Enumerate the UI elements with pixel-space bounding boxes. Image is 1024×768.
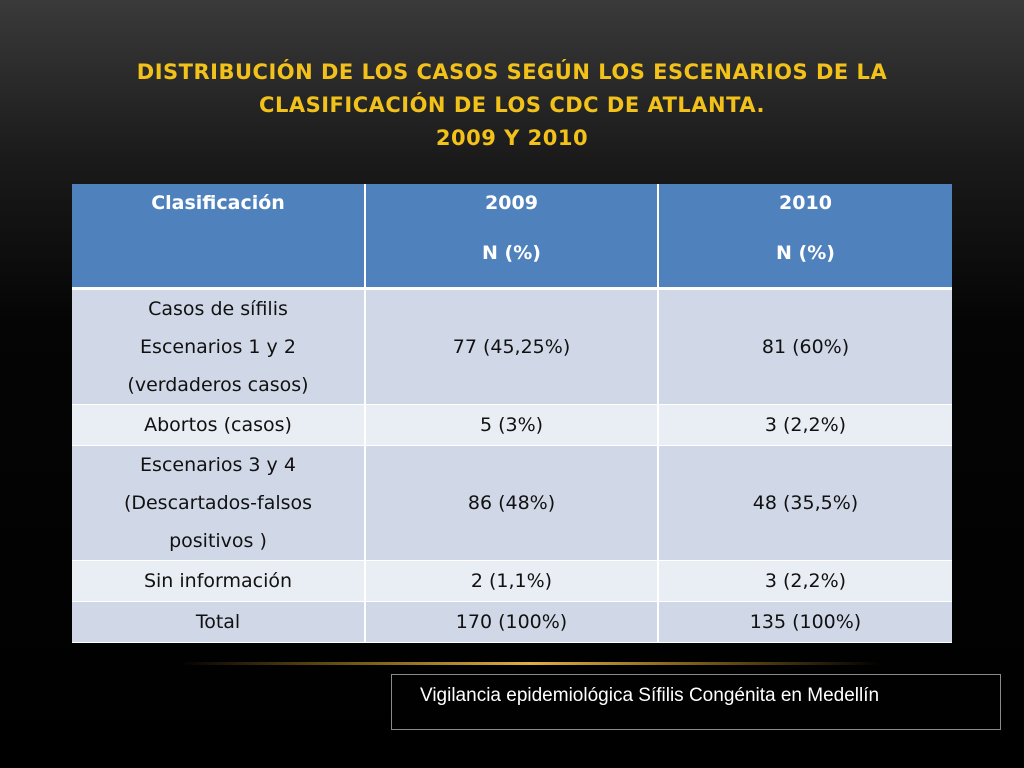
header-2009: 2009 N (%) — [365, 184, 659, 290]
row-label-line: Total — [195, 611, 241, 633]
slide-title-line-1: DISTRIBUCIÓN DE LOS CASOS SEGÚN LOS ESCE… — [136, 60, 888, 84]
table-row-total: Total 170 (100%) 135 (100%) — [72, 601, 952, 643]
row-label-cell: Abortos (casos) — [72, 404, 366, 446]
header-label: 2009 — [485, 192, 538, 214]
value-2010-cell: 3 (2,2%) — [658, 404, 952, 446]
table-row: Escenarios 3 y 4 (Descartados-falsos pos… — [72, 445, 952, 561]
gold-divider — [180, 662, 880, 665]
table-header-row: Clasificación 2009 N (%) 2010 N (%) — [72, 184, 952, 290]
row-label-line: Abortos (casos) — [144, 414, 292, 436]
slide-title-line-2: CLASIFICACIÓN DE LOS CDC DE ATLANTA. — [259, 93, 765, 117]
header-clasificacion: Clasificación — [72, 184, 366, 290]
value-2010-cell: 135 (100%) — [658, 601, 952, 643]
row-label-line: Casos de sífilis — [148, 298, 288, 320]
value-2009-cell: 2 (1,1%) — [365, 560, 659, 602]
row-label-line: Escenarios 3 y 4 — [140, 454, 296, 476]
row-label-line: Sin información — [143, 570, 293, 592]
header-sub-label: N (%) — [482, 242, 541, 264]
header-label: Clasificación — [151, 192, 285, 214]
value-2009-cell: 86 (48%) — [365, 445, 659, 561]
row-label-line: (verdaderos casos) — [127, 374, 309, 396]
footer-box: Vigilancia epidemiológica Sífilis Congén… — [391, 674, 1001, 730]
row-label-cell: Casos de sífilis Escenarios 1 y 2 (verda… — [72, 288, 366, 405]
row-label-line: positivos ) — [169, 530, 267, 552]
value-2010-cell: 3 (2,2%) — [658, 560, 952, 602]
value-2009-cell: 77 (45,25%) — [365, 288, 659, 405]
classification-table: Clasificación 2009 N (%) 2010 N (%) Caso… — [72, 184, 952, 643]
value-2010-cell: 81 (60%) — [658, 288, 952, 405]
table-row: Abortos (casos) 5 (3%) 3 (2,2%) — [72, 404, 952, 446]
header-2010: 2010 N (%) — [658, 184, 952, 290]
slide-title: DISTRIBUCIÓN DE LOS CASOS SEGÚN LOS ESCE… — [60, 56, 964, 155]
slide-title-line-3: 2009 Y 2010 — [435, 126, 589, 150]
value-2010-cell: 48 (35,5%) — [658, 445, 952, 561]
row-label-line: (Descartados-falsos — [123, 492, 313, 514]
row-label-cell: Sin información — [72, 560, 366, 602]
table-row: Casos de sífilis Escenarios 1 y 2 (verda… — [72, 288, 952, 405]
row-label-cell: Total — [72, 601, 366, 643]
value-2009-cell: 5 (3%) — [365, 404, 659, 446]
footer-text: Vigilancia epidemiológica Sífilis Congén… — [420, 685, 880, 706]
header-label: 2010 — [779, 192, 832, 214]
row-label-cell: Escenarios 3 y 4 (Descartados-falsos pos… — [72, 445, 366, 561]
value-2009-cell: 170 (100%) — [365, 601, 659, 643]
row-label-line: Escenarios 1 y 2 — [140, 336, 296, 358]
header-sub-label: N (%) — [776, 242, 835, 264]
table-row: Sin información 2 (1,1%) 3 (2,2%) — [72, 560, 952, 602]
